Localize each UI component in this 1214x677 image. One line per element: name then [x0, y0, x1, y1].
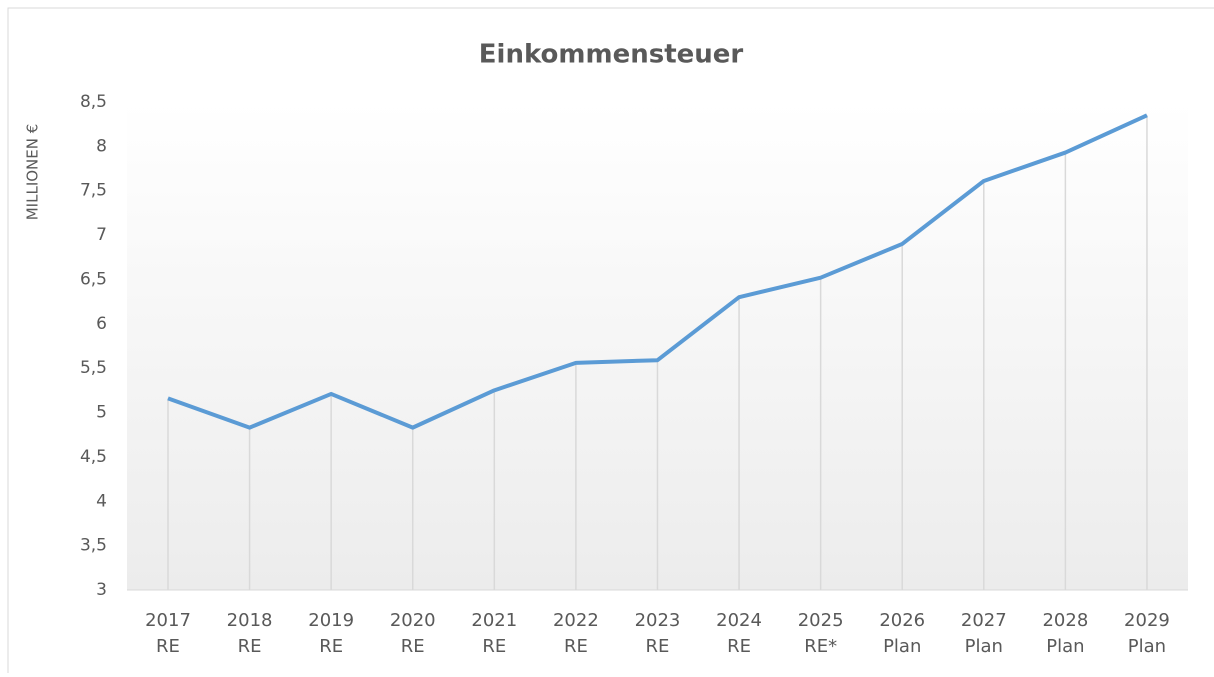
y-tick-label: 8 [96, 136, 107, 156]
x-tick-label: RE [319, 636, 343, 657]
x-tick-label: RE [482, 636, 506, 657]
x-tick-label: 2021 [471, 610, 517, 631]
x-tick-label: 2029 [1124, 610, 1170, 631]
x-tick-label: Plan [883, 636, 921, 657]
y-tick-label: 6,5 [80, 269, 107, 289]
x-tick-label: Plan [1046, 636, 1084, 657]
x-tick-label: 2027 [961, 610, 1007, 631]
data-line [167, 113, 1148, 430]
x-tick-label: RE [646, 636, 670, 657]
y-tick-label: 7 [96, 225, 107, 245]
x-tick-label: 2022 [553, 610, 599, 631]
x-tick-label: Plan [965, 636, 1003, 657]
x-tick-label: RE [156, 636, 180, 657]
x-tick-label: RE* [804, 636, 837, 657]
y-tick-label: 8,5 [80, 92, 107, 112]
x-tick-label: 2017 [145, 610, 191, 631]
x-tick-label: RE [727, 636, 751, 657]
x-tick-label: 2019 [308, 610, 354, 631]
y-tick-label: 6 [96, 314, 107, 334]
x-tick-label: 2020 [390, 610, 436, 631]
y-tick-label: 4 [96, 491, 107, 511]
x-tick-label: 2026 [879, 610, 925, 631]
y-tick-label: 4,5 [80, 447, 107, 467]
x-tick-label: RE [238, 636, 262, 657]
y-axis-label: MILLIONEN € [24, 124, 42, 221]
x-tick-label: Plan [1128, 636, 1166, 657]
y-tick-label: 3 [96, 580, 107, 600]
y-tick-label: 3,5 [80, 536, 107, 556]
x-tick-label: 2025 [798, 610, 844, 631]
x-tick-label: 2028 [1042, 610, 1088, 631]
y-tick-label: 5,5 [80, 358, 107, 378]
x-tick-label: 2018 [227, 610, 273, 631]
x-tick-label: RE [564, 636, 588, 657]
y-tick-label: 7,5 [80, 181, 107, 201]
x-tick-label: RE [401, 636, 425, 657]
y-tick-label: 5 [96, 403, 107, 423]
chart-title: Einkommensteuer [479, 40, 744, 70]
x-tick-label: 2023 [635, 610, 681, 631]
x-tick-label: 2024 [716, 610, 762, 631]
